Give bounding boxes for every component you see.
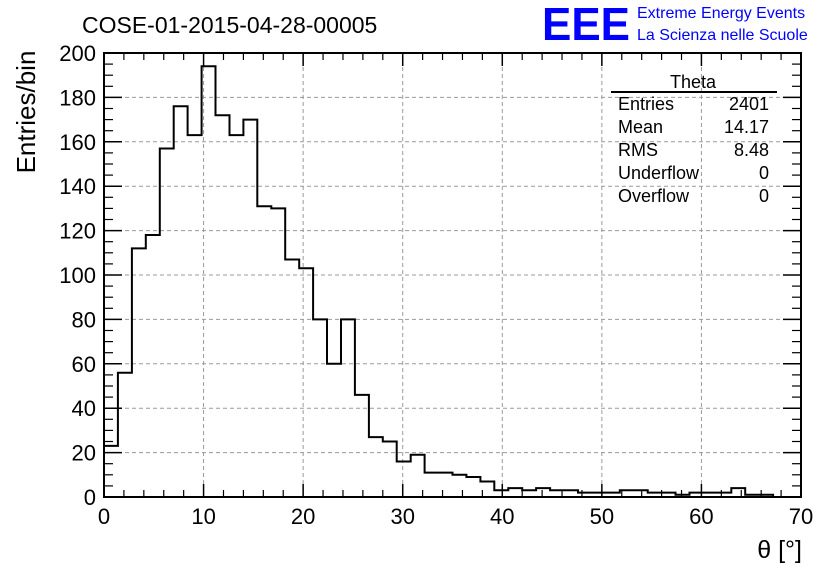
- eee-logo-letters: EEE: [542, 0, 630, 50]
- stats-label: Underflow: [618, 163, 700, 183]
- stats-title: Theta: [670, 72, 717, 92]
- y-tick-label: 20: [72, 441, 96, 466]
- grid: [104, 53, 801, 497]
- x-tick-labels: 0 10 20 30 40 50 60 70: [98, 504, 813, 529]
- x-tick-label: 60: [689, 504, 713, 529]
- y-axis-label: Entries/bin: [11, 51, 41, 174]
- plot-frame: [103, 52, 802, 498]
- stats-label: Entries: [618, 94, 674, 114]
- axis-ticks: [103, 52, 802, 498]
- logo-line-2: La Scienza nelle Scuole: [637, 27, 808, 44]
- x-tick-label: 0: [98, 504, 110, 529]
- stats-label: Mean: [618, 117, 663, 137]
- stats-box: Theta Entries 2401 Mean 14.17 RMS 8.48 Underfl…: [611, 72, 777, 206]
- eee-logo: EEE Extreme Energy Events La Scienza nel…: [542, 0, 808, 50]
- y-tick-label: 40: [72, 396, 96, 421]
- x-tick-label: 10: [191, 504, 215, 529]
- y-tick-label: 100: [59, 263, 96, 288]
- stats-value: 14.17: [724, 117, 769, 137]
- x-tick-label: 50: [590, 504, 614, 529]
- stats-rows: Entries 2401 Mean 14.17 RMS 8.48 Underflow 0 Ove…: [618, 94, 769, 206]
- y-tick-label: 60: [72, 352, 96, 377]
- x-tick-label: 30: [390, 504, 414, 529]
- y-tick-label: 160: [59, 130, 96, 155]
- stats-value: 2401: [729, 94, 769, 114]
- y-tick-labels: 0 20 40 60 80 100 120 140 160 180 200: [59, 41, 96, 510]
- y-tick-label: 0: [84, 485, 96, 510]
- histogram-line: [104, 65, 801, 498]
- chart-title: COSE-01-2015-04-28-00005: [82, 12, 377, 38]
- stats-label: Overflow: [618, 186, 690, 206]
- x-tick-label: 70: [789, 504, 813, 529]
- y-tick-label: 200: [59, 41, 96, 66]
- x-axis-label: θ [°]: [757, 536, 802, 564]
- y-tick-label: 120: [59, 219, 96, 244]
- x-tick-label: 20: [291, 504, 315, 529]
- stats-label: RMS: [618, 140, 658, 160]
- y-tick-label: 180: [59, 85, 96, 110]
- stats-value: 0: [759, 186, 769, 206]
- stats-value: 0: [759, 163, 769, 183]
- stats-value: 8.48: [734, 140, 769, 160]
- logo-line-1: Extreme Energy Events: [637, 5, 805, 22]
- y-tick-label: 80: [72, 307, 96, 332]
- x-tick-label: 40: [490, 504, 514, 529]
- y-tick-label: 140: [59, 174, 96, 199]
